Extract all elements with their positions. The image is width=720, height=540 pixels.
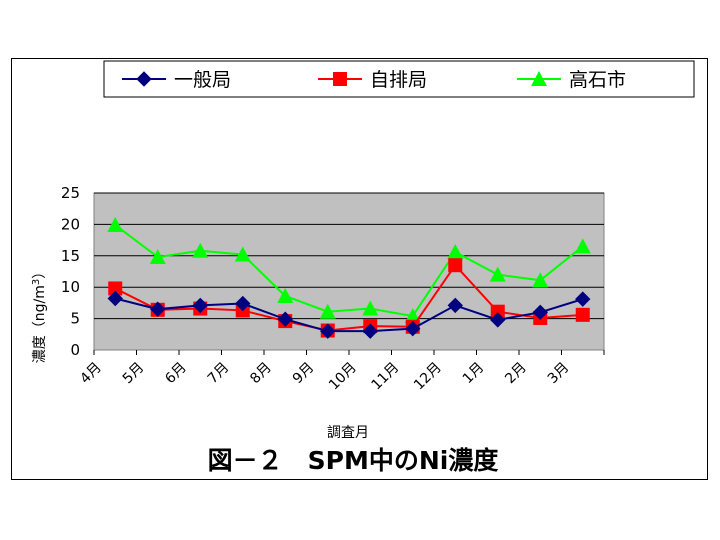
- data-point: [107, 290, 123, 307]
- x-tick-label: 5月: [120, 360, 148, 388]
- series-line: [114, 224, 584, 318]
- data-point: [490, 312, 506, 328]
- y-tick-label: 25: [61, 184, 80, 202]
- plot-area: [93, 192, 605, 351]
- data-point: [149, 249, 166, 265]
- data-point: [319, 303, 336, 319]
- data-point: [150, 301, 166, 317]
- data-point: [448, 258, 463, 273]
- data-point: [192, 242, 209, 258]
- data-point: [108, 281, 123, 296]
- data-point: [277, 287, 294, 303]
- legend-marker: [136, 71, 152, 87]
- legend-box: [103, 60, 695, 98]
- x-tick-label: 2月: [502, 360, 530, 388]
- x-tick-label: 11月: [369, 360, 403, 394]
- data-point: [447, 244, 464, 260]
- data-point: [575, 291, 591, 307]
- legend-marker: [333, 72, 347, 86]
- legend-label: 一般局: [174, 69, 231, 91]
- series-diamond: [107, 290, 591, 339]
- x-tick-label: 10月: [326, 360, 360, 394]
- legend: 一般局 自排局 高石市: [103, 60, 695, 98]
- legend-label: 高石市: [569, 69, 626, 91]
- series-line: [115, 297, 584, 333]
- data-point: [574, 238, 591, 254]
- data-point: [490, 304, 505, 319]
- data-point: [362, 323, 378, 339]
- data-point: [489, 266, 506, 282]
- x-tick-label: 4月: [77, 360, 105, 388]
- x-tick-label: 7月: [205, 360, 233, 388]
- data-point: [320, 323, 336, 339]
- legend-label: 自排局: [370, 69, 427, 91]
- y-axis-title: 濃度（ng/m3）: [31, 265, 49, 364]
- chart-title: 図－２ SPM中のNi濃度: [208, 446, 499, 475]
- data-point: [532, 304, 548, 321]
- data-point: [192, 297, 208, 314]
- data-point: [405, 320, 421, 337]
- series-line: [114, 263, 583, 332]
- data-point: [277, 311, 293, 327]
- data-point: [107, 217, 124, 233]
- data-point: [234, 246, 251, 262]
- y-tick-label: 0: [70, 341, 80, 359]
- x-tick-label: 3月: [545, 360, 573, 388]
- legend-marker: [531, 71, 547, 86]
- x-tick-label: 12月: [411, 360, 445, 394]
- x-tick-label: 6月: [162, 360, 190, 388]
- data-point: [447, 297, 463, 314]
- y-tick-label: 20: [61, 215, 80, 233]
- x-tick-label: 8月: [247, 360, 275, 388]
- y-tick-label: 5: [70, 310, 80, 328]
- chart-frame: 一般局 自排局 高石市 0 5 10 15 20 25 4月 5月 6月 7月 8月 9月 10月 11月 1…: [11, 58, 708, 480]
- x-tick-label: 1月: [460, 360, 488, 388]
- y-tick-label: 15: [61, 247, 80, 265]
- x-tick-label: 9月: [290, 360, 318, 388]
- data-point: [362, 300, 379, 316]
- x-axis-title: 調査月: [327, 425, 369, 441]
- y-tick-label: 10: [61, 278, 80, 296]
- data-point: [532, 272, 549, 288]
- data-point: [235, 295, 251, 312]
- data-point: [575, 307, 590, 322]
